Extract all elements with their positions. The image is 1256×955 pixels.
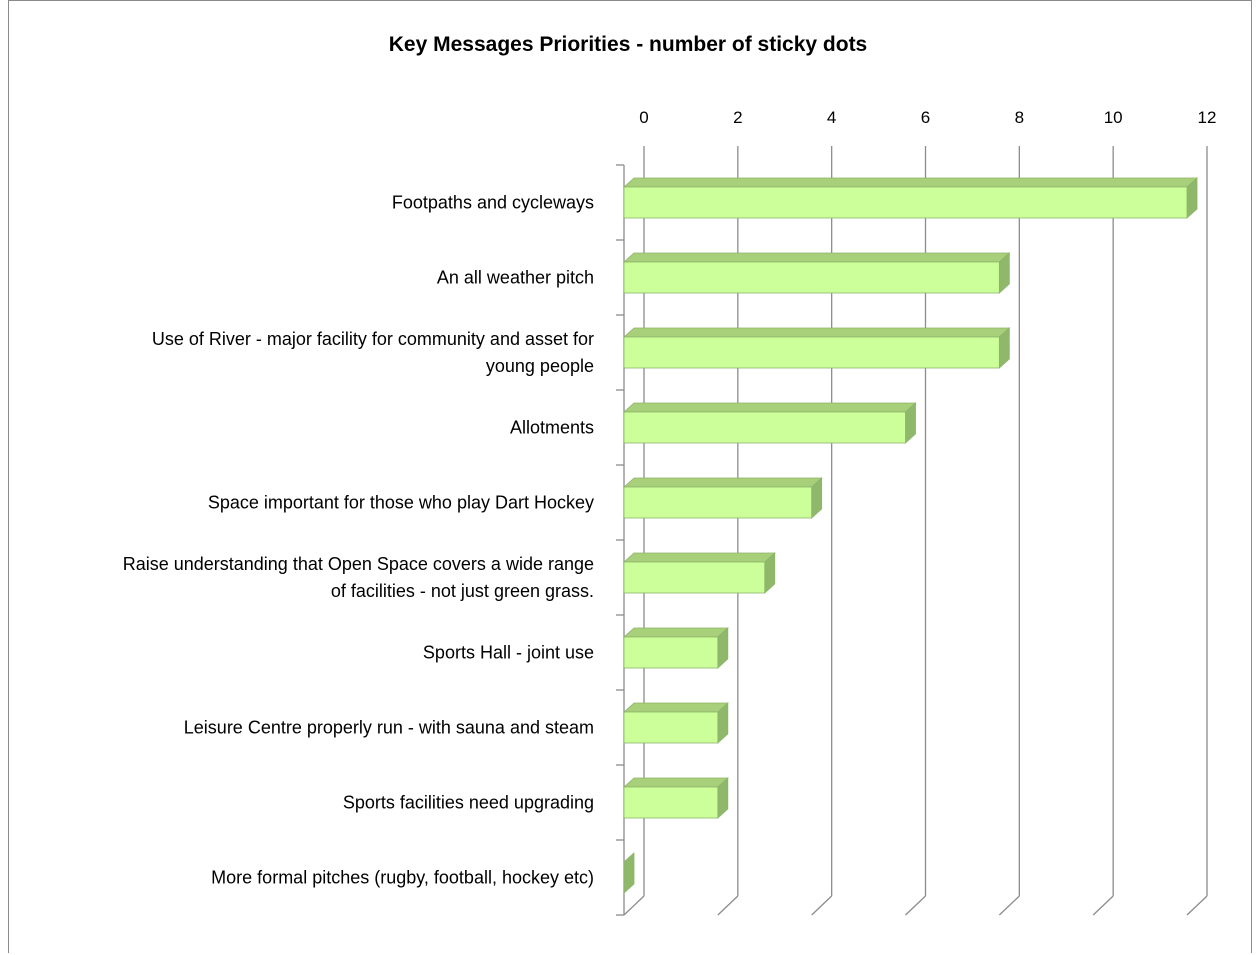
bar-front-face <box>623 786 719 819</box>
floor-gridline <box>811 895 833 916</box>
x-tick-label: 8 <box>1015 108 1024 127</box>
bar-top-face <box>622 552 776 563</box>
bar-top-face <box>622 702 729 713</box>
bar-front-face <box>623 711 719 744</box>
bar-front-face <box>623 636 719 669</box>
bar-top-face <box>622 477 823 488</box>
category-label-line: More formal pitches (rugby, football, ho… <box>211 868 594 888</box>
bar <box>622 552 776 594</box>
category-label-line: young people <box>486 356 594 376</box>
bar-layer <box>622 177 1199 894</box>
bar-side-face <box>623 852 635 894</box>
bar <box>622 252 1011 294</box>
bar-top-face <box>622 177 1199 188</box>
bar <box>622 477 823 519</box>
bar-front-face <box>623 336 1000 369</box>
bar-top-face <box>622 327 1011 338</box>
category-label: Footpaths and cycleways <box>392 193 594 213</box>
tick-layer: 0 2 4 6 8 10 12 <box>639 108 1216 127</box>
bar-top-face <box>622 627 729 638</box>
category-label: More formal pitches (rugby, football, ho… <box>211 868 594 888</box>
bar-top-face <box>622 402 917 413</box>
bar <box>622 777 729 819</box>
bar-top-face <box>622 252 1011 263</box>
x-tick-label: 2 <box>733 108 742 127</box>
bar <box>623 852 635 894</box>
bar <box>622 327 1011 369</box>
floor-gridline <box>623 895 645 916</box>
category-label: Sports facilities need upgrading <box>343 793 594 813</box>
category-label-layer: Footpaths and cycleways An all weather pi… <box>123 193 594 888</box>
category-label: Allotments <box>510 418 594 438</box>
floor-gridline <box>1092 895 1114 916</box>
category-label-line: Space important for those who play Dart … <box>208 493 594 513</box>
category-label-line: Sports facilities need upgrading <box>343 793 594 813</box>
category-label-line: Sports Hall - joint use <box>423 643 594 663</box>
category-label: Space important for those who play Dart … <box>208 493 594 513</box>
bar <box>622 627 729 669</box>
x-tick-label: 0 <box>639 108 648 127</box>
bar <box>622 402 917 444</box>
x-tick-label: 12 <box>1198 108 1217 127</box>
bar-front-face <box>623 411 906 444</box>
floor-gridline <box>1186 895 1208 916</box>
bar-front-face <box>623 486 813 519</box>
category-label-line: An all weather pitch <box>437 268 594 288</box>
category-label-line: Use of River - major facility for commun… <box>152 329 594 349</box>
floor-gridline <box>905 895 926 916</box>
category-label-line: Footpaths and cycleways <box>392 193 594 213</box>
bar-front-face <box>623 186 1188 219</box>
category-label-line: Allotments <box>510 418 594 438</box>
bar-top-face <box>622 777 729 788</box>
bar <box>622 702 729 744</box>
category-label: Leisure Centre properly run - with sauna… <box>184 718 594 738</box>
category-label: An all weather pitch <box>437 268 594 288</box>
chart-title: Key Messages Priorities - number of stic… <box>388 33 868 56</box>
category-label-line: Raise understanding that Open Space cove… <box>123 554 594 574</box>
floor-gridline <box>998 895 1020 916</box>
x-tick-label: 4 <box>827 108 836 127</box>
bar <box>622 177 1199 219</box>
category-label: Raise understanding that Open Space cove… <box>123 554 594 601</box>
floor-gridline <box>717 895 739 916</box>
category-label: Sports Hall - joint use <box>423 643 594 663</box>
category-label-line: Leisure Centre properly run - with sauna… <box>184 718 594 738</box>
category-label: Use of River - major facility for commun… <box>152 329 594 376</box>
category-label-line: of facilities - not just green grass. <box>331 581 594 601</box>
bar-front-face <box>623 261 1000 294</box>
bar-front-face <box>623 561 766 594</box>
x-tick-label: 10 <box>1104 108 1123 127</box>
x-tick-label: 6 <box>921 108 930 127</box>
